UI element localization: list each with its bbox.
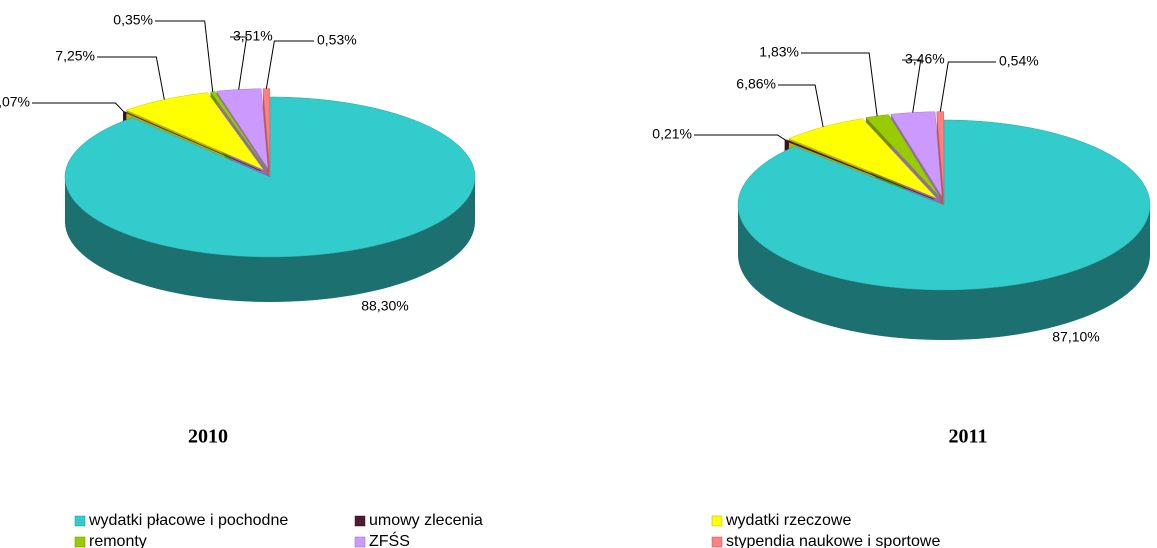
data-label: 0,21% <box>652 126 692 142</box>
chart-title: 2011 <box>949 426 988 448</box>
leader-line <box>97 56 165 100</box>
leader-line <box>902 59 922 113</box>
data-label: 88,30% <box>361 298 408 314</box>
pie-slice <box>737 119 1151 291</box>
leader-line <box>801 52 878 117</box>
leader-line <box>778 84 824 128</box>
pie-slice <box>890 111 943 197</box>
legend-swatch <box>74 515 86 527</box>
data-label: 87,10% <box>1052 329 1099 345</box>
legend-label: ZFŚS <box>369 531 410 548</box>
leader-line <box>32 102 124 112</box>
pie-slice-side <box>65 177 475 302</box>
legend-swatch <box>74 536 86 548</box>
pie-slice <box>865 114 940 198</box>
leader-line <box>265 40 314 89</box>
legend-swatch <box>711 536 723 548</box>
legend-label: remonty <box>89 533 147 548</box>
data-label: 0,35% <box>113 12 153 28</box>
leader-line <box>939 61 996 112</box>
data-label: 3,46% <box>905 51 945 67</box>
data-label: 1,83% <box>759 44 799 60</box>
leader-line <box>230 36 248 90</box>
legend-label: wydatki płacowe i pochodne <box>88 512 288 529</box>
legend-label: stypendia naukowe i sportowe <box>726 533 940 548</box>
legend-swatch <box>711 515 723 527</box>
data-label: 6,86% <box>736 76 776 92</box>
legend-label: wydatki rzeczowe <box>725 512 851 529</box>
leader-line <box>694 134 786 141</box>
pie-slice <box>216 88 269 169</box>
pie-slice <box>64 96 476 258</box>
legend-swatch <box>354 515 366 527</box>
data-label: 0,53% <box>317 32 357 48</box>
chart-title: 2010 <box>188 426 228 448</box>
leader-line <box>155 20 214 92</box>
pie-slice <box>125 92 264 171</box>
data-label: 0,07% <box>0 94 30 110</box>
pie-slice-side <box>738 205 1150 340</box>
legend-swatch <box>354 536 366 548</box>
data-label: 0,54% <box>999 53 1039 69</box>
data-label: 3,51% <box>233 28 273 44</box>
pie-slice <box>783 139 935 200</box>
pie-slice <box>262 88 271 169</box>
pie-slice <box>788 118 937 199</box>
legend-label: umowy zlecenia <box>369 512 483 529</box>
data-label: 7,25% <box>55 48 95 64</box>
